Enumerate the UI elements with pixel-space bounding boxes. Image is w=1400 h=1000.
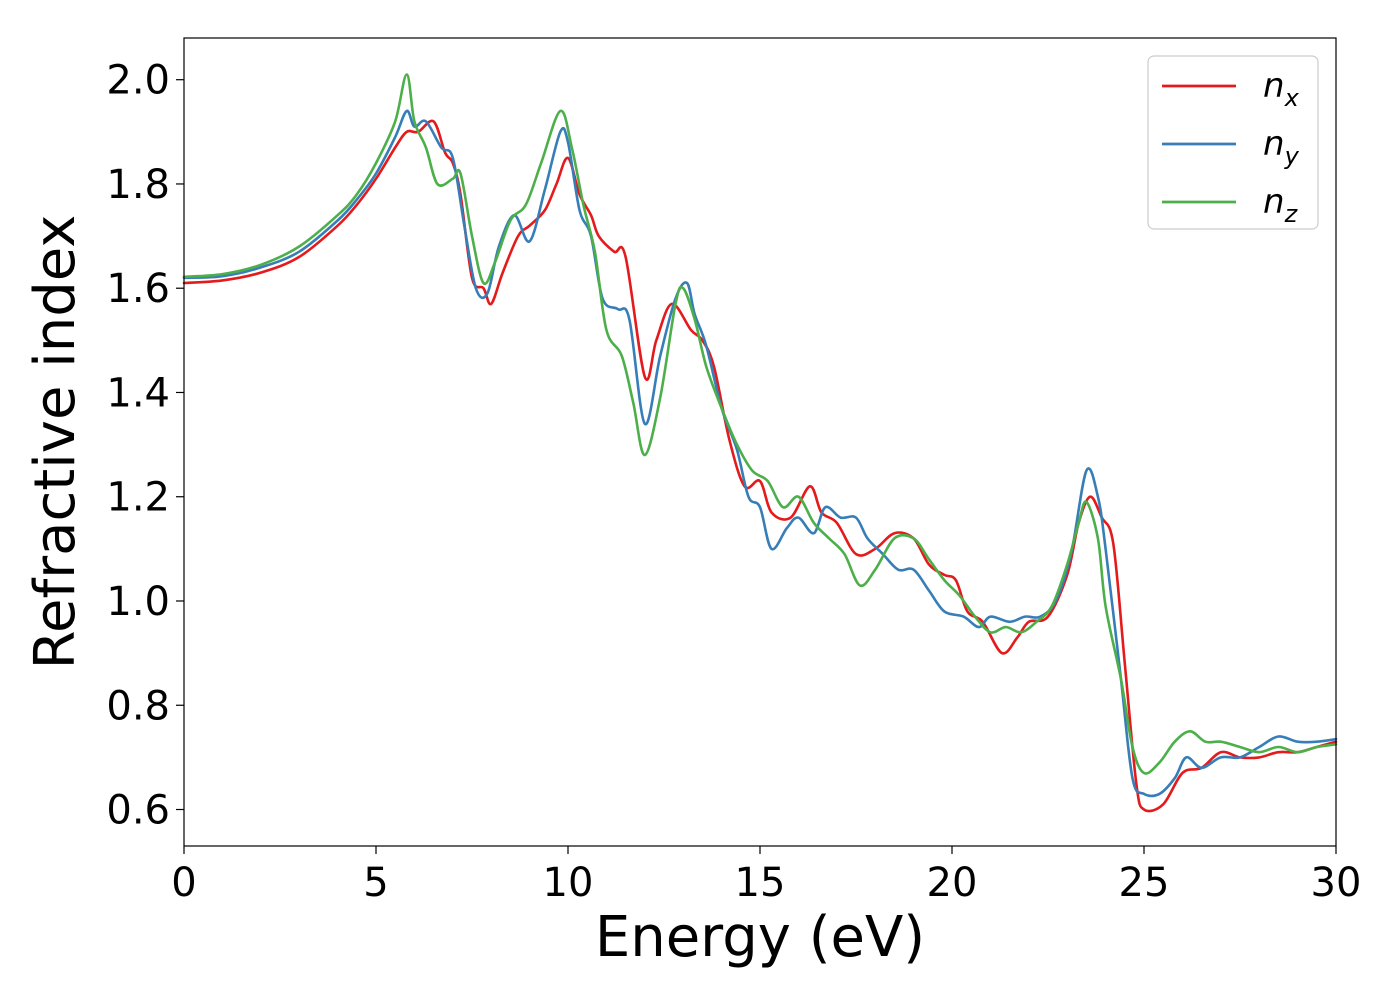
y-tick-label: 1.0 — [106, 579, 170, 625]
x-tick-label: 5 — [363, 860, 388, 906]
x-tick-label: 10 — [543, 860, 594, 906]
series-line-ny — [182, 109, 1338, 798]
y-axis-label: Refractive index — [23, 215, 88, 670]
x-tick-label: 15 — [735, 860, 786, 906]
x-axis-ticks: 0 5 10 15 20 25 30 — [171, 846, 1361, 906]
y-tick-label: 2.0 — [106, 58, 170, 104]
series-line-nz — [182, 73, 1338, 775]
legend-box — [1147, 55, 1319, 230]
x-tick-label: 0 — [171, 860, 196, 906]
y-tick-label: 1.8 — [106, 162, 170, 208]
x-axis-label: Energy (eV) — [595, 905, 925, 970]
y-tick-label: 1.6 — [106, 266, 170, 312]
x-tick-label: 20 — [927, 860, 978, 906]
x-tick-label: 30 — [1311, 860, 1362, 906]
y-tick-label: 1.4 — [106, 370, 170, 416]
x-tick-label: 25 — [1119, 860, 1170, 906]
y-tick-label: 1.2 — [106, 475, 170, 521]
y-tick-label: 0.6 — [106, 788, 170, 834]
y-axis-ticks: 0.6 0.8 1.0 1.2 1.4 1.6 1.8 2.0 — [106, 58, 184, 834]
series-layer — [182, 73, 1338, 813]
y-tick-label: 0.8 — [106, 683, 170, 729]
